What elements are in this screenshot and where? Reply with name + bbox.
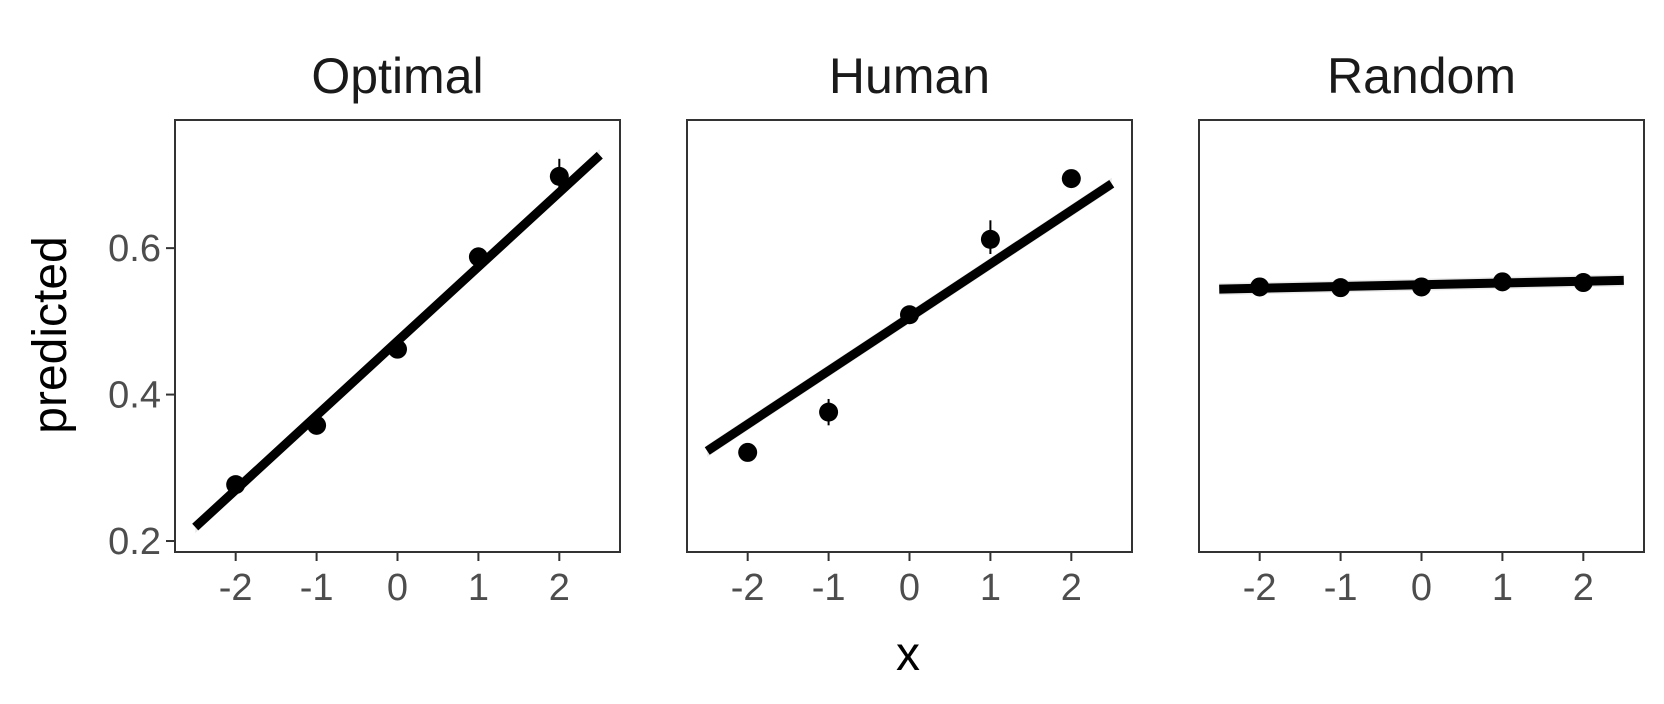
y-axis-title: predicted bbox=[24, 236, 77, 433]
x-tick-label: 0 bbox=[387, 567, 408, 609]
x-tick-label: 0 bbox=[899, 567, 920, 609]
y-tick-label: 0.4 bbox=[108, 375, 161, 417]
data-point bbox=[549, 166, 569, 186]
panel-optimal: Optimal -2 -1 0 1 2 0.2 0.4 0.6 bbox=[108, 48, 621, 609]
data-point bbox=[1331, 278, 1351, 298]
x-tick-label: 1 bbox=[468, 567, 489, 609]
data-point bbox=[738, 442, 758, 462]
x-tick-label: 0 bbox=[1411, 567, 1432, 609]
x-tick-label: -2 bbox=[219, 567, 253, 609]
x-tick-label: 2 bbox=[1573, 567, 1594, 609]
panel-frame bbox=[1198, 119, 1645, 553]
data-point bbox=[307, 415, 327, 435]
x-tick-label: 1 bbox=[980, 567, 1001, 609]
x-tick-label: -2 bbox=[731, 567, 765, 609]
data-point bbox=[226, 475, 246, 495]
x-tick-label: -2 bbox=[1243, 567, 1277, 609]
panel-title: Random bbox=[1327, 48, 1516, 104]
x-tick-label: 1 bbox=[1492, 567, 1513, 609]
data-point bbox=[980, 229, 1000, 249]
x-tick-label: -1 bbox=[300, 567, 334, 609]
data-point bbox=[1061, 169, 1081, 189]
panel-title: Optimal bbox=[311, 48, 483, 104]
x-tick-label: -1 bbox=[812, 567, 846, 609]
x-axis-title: x bbox=[896, 628, 920, 681]
x-tick-label: 2 bbox=[1061, 567, 1082, 609]
data-point bbox=[1250, 277, 1270, 297]
x-tick-label: 2 bbox=[549, 567, 570, 609]
data-point bbox=[819, 402, 839, 422]
data-point bbox=[900, 305, 919, 325]
panel-title: Human bbox=[829, 48, 990, 104]
data-point bbox=[468, 247, 488, 267]
data-point bbox=[1573, 273, 1593, 293]
x-tick-label: -1 bbox=[1324, 567, 1358, 609]
data-point bbox=[388, 339, 407, 359]
panel-random: Random -2 -1 0 1 2 bbox=[1198, 48, 1645, 609]
y-tick-label: 0.2 bbox=[108, 521, 161, 563]
data-point bbox=[1412, 277, 1431, 297]
panel-human: Human -2 -1 0 1 2 bbox=[686, 48, 1133, 609]
data-point bbox=[1492, 272, 1512, 292]
y-tick-label: 0.6 bbox=[108, 228, 161, 270]
